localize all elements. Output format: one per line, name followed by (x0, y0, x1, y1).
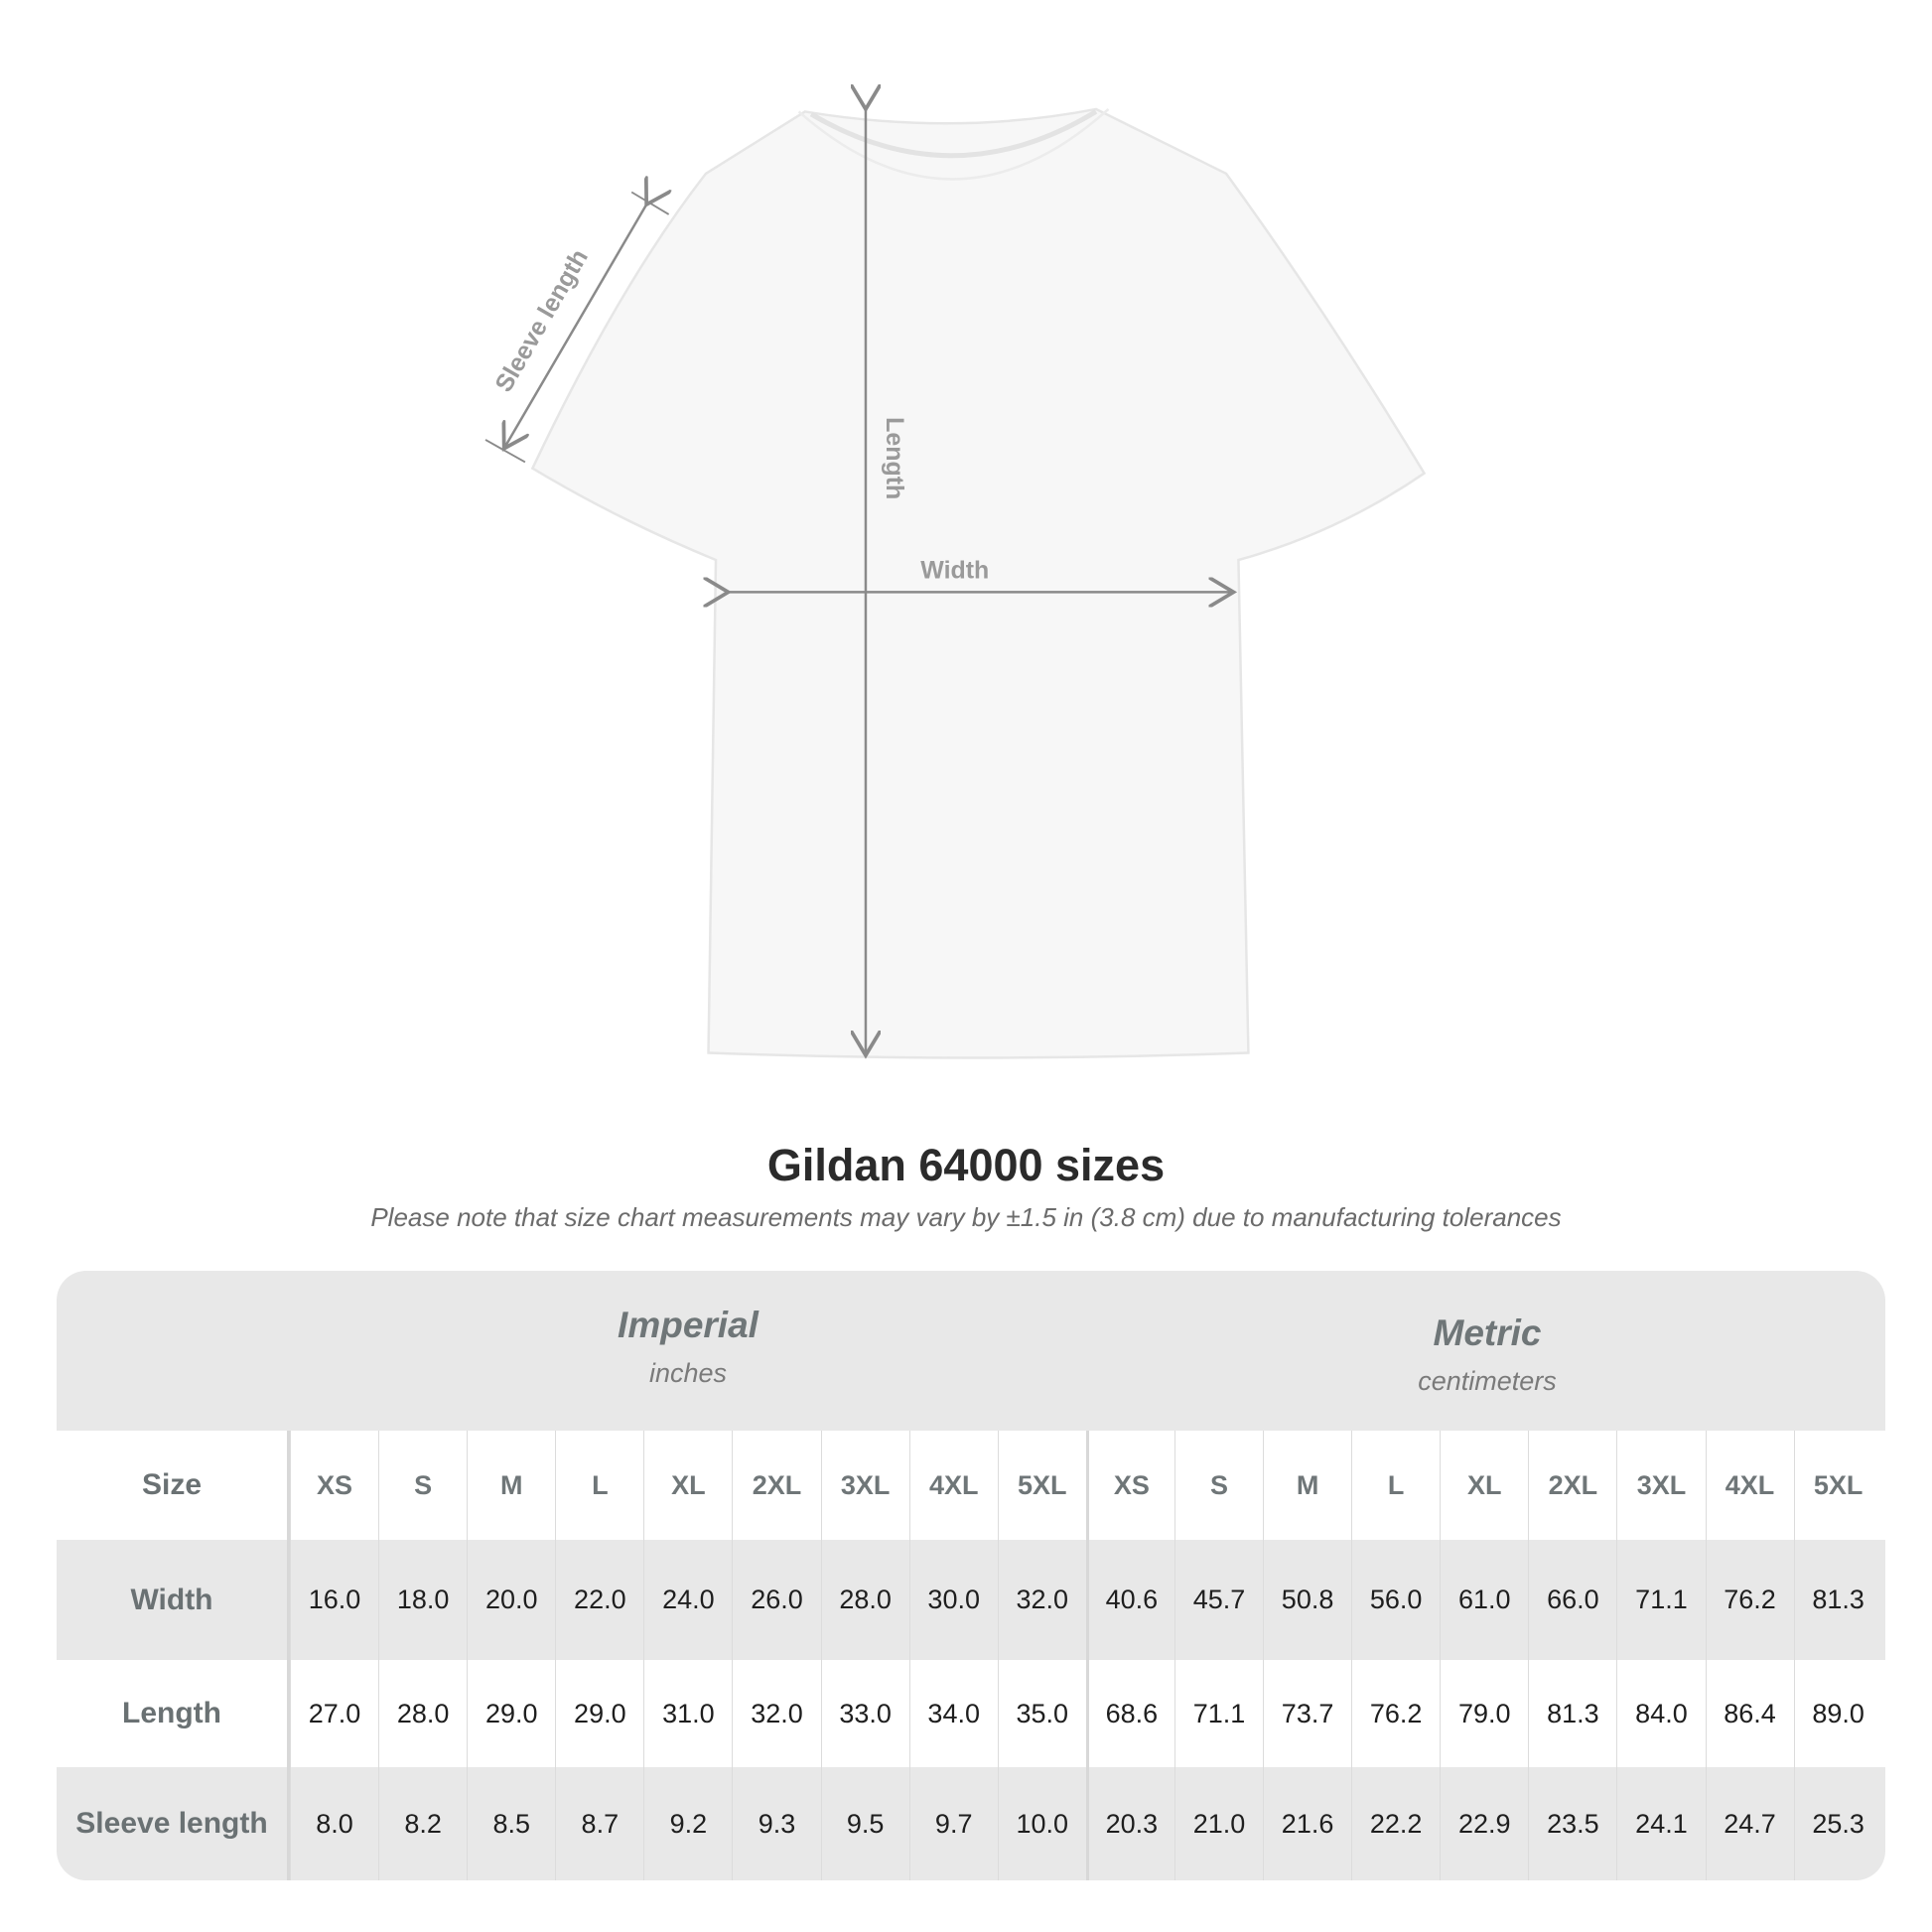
imperial-value-cell: 27.0 (290, 1660, 378, 1767)
imperial-value-cell: 28.0 (378, 1660, 467, 1767)
imperial-value-cell: 9.3 (732, 1767, 820, 1880)
imperial-size-2xl: 2XL (732, 1431, 820, 1540)
imperial-value-cell: 8.5 (467, 1767, 555, 1880)
imperial-size-m: M (467, 1431, 555, 1540)
size-table: Imperial inches Metric centimeters Size X… (57, 1271, 1885, 1880)
metric-size-s: S (1173, 1431, 1263, 1540)
imperial-value-cell: 35.0 (997, 1660, 1086, 1767)
metric-value-cell: 66.0 (1528, 1540, 1616, 1660)
imperial-unit: inches (648, 1358, 728, 1388)
imperial-size-xs: XS (290, 1431, 378, 1540)
tshirt-illustration: Sleeve length Length Width (484, 0, 1427, 1059)
imperial-value-cell: 9.2 (643, 1767, 732, 1880)
imperial-value-cell: 9.5 (820, 1767, 909, 1880)
imperial-value-cell: 33.0 (820, 1660, 909, 1767)
metric-value-cell: 81.3 (1528, 1660, 1616, 1767)
metric-value-cell: 71.1 (1173, 1660, 1263, 1767)
tolerance-note: Please note that size chart measurements… (370, 1202, 1562, 1232)
metric-value-cell: 20.3 (1085, 1767, 1174, 1880)
metric-size-xl: XL (1440, 1431, 1528, 1540)
metric-value-cell: 21.0 (1173, 1767, 1263, 1880)
imperial-size-l: L (555, 1431, 643, 1540)
imperial-size-s: S (378, 1431, 467, 1540)
table-row: Length 27.0 28.0 29.0 29.0 31.0 32.0 33.0 34.0 35… (57, 1660, 1885, 1767)
metric-value-cell: 21.6 (1263, 1767, 1351, 1880)
metric-size-5xl: 5XL (1793, 1431, 1882, 1540)
row-label: Sleeve length (57, 1767, 290, 1880)
imperial-value-cell: 8.2 (378, 1767, 467, 1880)
metric-value-cell: 24.7 (1705, 1767, 1794, 1880)
metric-value-cell: 79.0 (1440, 1660, 1528, 1767)
metric-value-cell: 23.5 (1528, 1767, 1616, 1880)
page-title: Gildan 64000 sizes (766, 1140, 1166, 1190)
imperial-value-cell: 20.0 (467, 1540, 555, 1660)
imperial-value-cell: 22.0 (555, 1540, 643, 1660)
imperial-value-cell: 10.0 (997, 1767, 1086, 1880)
imperial-size-4xl: 4XL (908, 1431, 998, 1540)
imperial-value-cell: 18.0 (378, 1540, 467, 1660)
imperial-value-cell: 16.0 (290, 1540, 378, 1660)
metric-value-cell: 40.6 (1085, 1540, 1174, 1660)
imperial-value-cell: 29.0 (555, 1660, 643, 1767)
metric-value-cell: 61.0 (1440, 1540, 1528, 1660)
metric-value-cell: 71.1 (1616, 1540, 1705, 1660)
metric-value-cell: 81.3 (1793, 1540, 1882, 1660)
metric-value-cell: 45.7 (1173, 1540, 1263, 1660)
metric-size-m: M (1263, 1431, 1351, 1540)
size-header-label: Size (57, 1431, 290, 1540)
imperial-header: Imperial inches (290, 1271, 1086, 1431)
metric-value-cell: 22.2 (1351, 1767, 1440, 1880)
imperial-value-cell: 8.7 (555, 1767, 643, 1880)
metric-size-2xl: 2XL (1528, 1431, 1616, 1540)
metric-title: Metric (1433, 1312, 1542, 1353)
metric-value-cell: 84.0 (1616, 1660, 1705, 1767)
table-row: Width 16.0 18.0 20.0 22.0 24.0 26.0 28.0 30.0 32.… (57, 1540, 1885, 1660)
imperial-value-cell: 26.0 (732, 1540, 820, 1660)
imperial-value-cell: 8.0 (290, 1767, 378, 1880)
length-label: Length (881, 417, 908, 499)
metric-value-cell: 25.3 (1793, 1767, 1882, 1880)
imperial-value-cell: 24.0 (643, 1540, 732, 1660)
sleeve-arrow (504, 205, 646, 449)
metric-size-4xl: 4XL (1705, 1431, 1794, 1540)
size-row: Size XS S M L XL 2XL 3XL 4XL 5XL XS S M L XL 2XL 3XL 4XL 5… (57, 1431, 1885, 1540)
table-row: Sleeve length 8.0 8.2 8.5 8.7 9.2 9.3 9.5 9.7 10.… (57, 1767, 1885, 1880)
metric-value-cell: 24.1 (1616, 1767, 1705, 1880)
metric-value-cell: 50.8 (1263, 1540, 1351, 1660)
metric-value-cell: 22.9 (1440, 1767, 1528, 1880)
metric-value-cell: 73.7 (1263, 1660, 1351, 1767)
imperial-value-cell: 28.0 (820, 1540, 909, 1660)
imperial-value-cell: 32.0 (732, 1660, 820, 1767)
metric-value-cell: 76.2 (1351, 1660, 1440, 1767)
imperial-title: Imperial (618, 1305, 759, 1345)
imperial-size-xl: XL (643, 1431, 732, 1540)
width-label: Width (920, 557, 989, 585)
metric-value-cell: 76.2 (1705, 1540, 1794, 1660)
metric-unit: centimeters (1418, 1366, 1557, 1396)
row-label: Width (57, 1540, 290, 1660)
imperial-value-cell: 30.0 (908, 1540, 998, 1660)
imperial-value-cell: 32.0 (997, 1540, 1086, 1660)
imperial-value-cell: 29.0 (467, 1660, 555, 1767)
metric-value-cell: 56.0 (1351, 1540, 1440, 1660)
imperial-value-cell: 9.7 (908, 1767, 998, 1880)
metric-size-xs: XS (1085, 1431, 1174, 1540)
metric-size-3xl: 3XL (1616, 1431, 1705, 1540)
metric-value-cell: 68.6 (1085, 1660, 1174, 1767)
imperial-size-3xl: 3XL (820, 1431, 909, 1540)
metric-value-cell: 89.0 (1793, 1660, 1882, 1767)
metric-size-l: L (1351, 1431, 1440, 1540)
metric-value-cell: 86.4 (1705, 1660, 1794, 1767)
imperial-value-cell: 34.0 (908, 1660, 998, 1767)
imperial-size-5xl: 5XL (997, 1431, 1086, 1540)
metric-header: Metric centimeters (1089, 1279, 1885, 1439)
imperial-value-cell: 31.0 (643, 1660, 732, 1767)
row-label: Length (57, 1660, 290, 1767)
